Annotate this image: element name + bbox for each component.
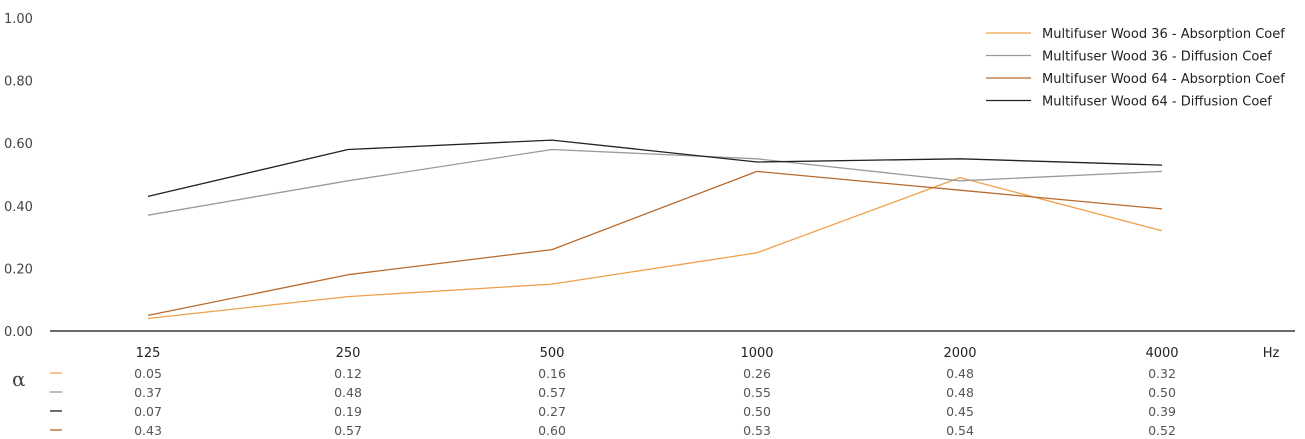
legend-label-4: Multifuser Wood 64 - Diffusion Coef [1042,95,1272,110]
table-cell: 0.54 [946,423,974,438]
table-cell: 0.55 [743,385,771,400]
y-tick-label: 0.00 [4,325,33,340]
legend-label-2: Multifuser Wood 36 - Diffusion Coef [1042,50,1272,65]
y-tick-label: 0.40 [4,200,33,215]
table-cell: 0.12 [334,366,362,381]
series-line-1 [147,176,1163,320]
table-cell: 0.53 [743,423,771,438]
x-tick-label: 125 [136,346,161,361]
table-cell: 0.57 [334,423,362,438]
x-tick-label: 2000 [943,346,976,361]
table-cell: 0.37 [134,385,162,400]
table-cell: 0.32 [1148,366,1176,381]
x-tick-label: 250 [336,346,361,361]
y-tick-label: 1.00 [4,12,33,27]
y-tick-label: 0.60 [4,137,33,152]
x-tick-label: 500 [540,346,565,361]
table-cell: 0.50 [743,404,771,419]
x-tick-label: 1000 [740,346,773,361]
series-line-3 [147,170,1163,317]
alpha-symbol: α [12,367,26,391]
table-cell: 0.26 [743,366,771,381]
table-cell: 0.16 [538,366,566,381]
table-cell: 0.43 [134,423,162,438]
y-tick-label: 0.20 [4,262,33,277]
table-cell: 0.39 [1148,404,1176,419]
table-cell: 0.60 [538,423,566,438]
legend-label-1: Multifuser Wood 36 - Absorption Coef [1042,27,1285,42]
table-cell: 0.48 [946,385,974,400]
table-cell: 0.57 [538,385,566,400]
x-tick-label: 4000 [1145,346,1178,361]
series-line-2 [147,148,1163,216]
legend-label-3: Multifuser Wood 64 - Absorption Coef [1042,72,1285,87]
table-cell: 0.45 [946,404,974,419]
table-cell: 0.27 [538,404,566,419]
y-tick-label: 0.80 [4,75,33,90]
series-line-4 [147,139,1163,198]
x-axis-unit: Hz [1263,346,1280,361]
table-cell: 0.19 [334,404,362,419]
table-cell: 0.07 [134,404,162,419]
table-cell: 0.50 [1148,385,1176,400]
table-cell: 0.48 [334,385,362,400]
table-cell: 0.05 [134,366,162,381]
table-cell: 0.48 [946,366,974,381]
table-cell: 0.52 [1148,423,1176,438]
